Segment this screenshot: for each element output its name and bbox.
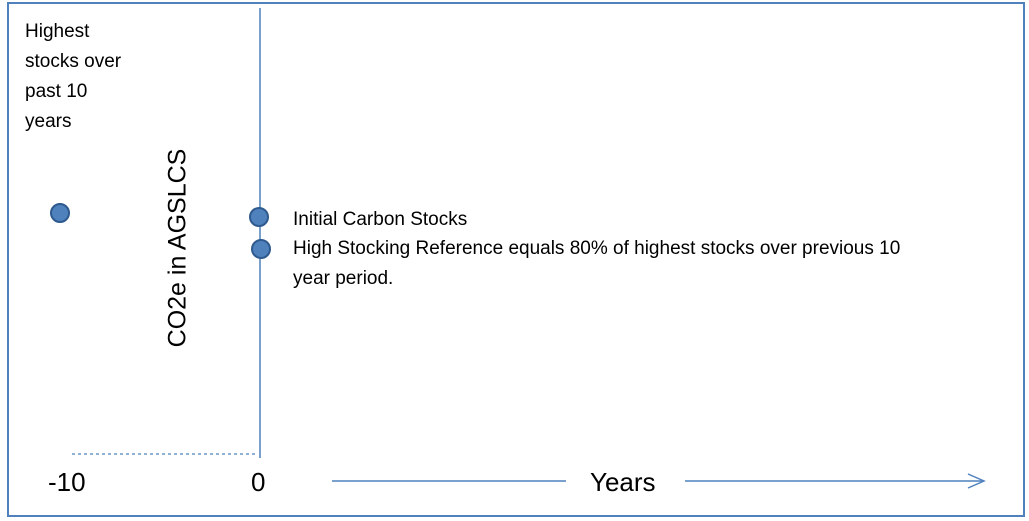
label-highest-stocks: Highest stocks over past 10 years xyxy=(25,21,122,132)
point-highest-stocks xyxy=(50,203,70,223)
point-initial-stocks xyxy=(249,207,269,227)
years-arrowhead xyxy=(967,473,986,489)
label-initial-stocks: Initial Carbon Stocks xyxy=(293,209,468,230)
label-high-ref-line1: High Stocking Reference equals 80% of hi… xyxy=(293,238,901,259)
diagram-frame xyxy=(7,2,1025,517)
point-high-stocking-reference xyxy=(251,239,271,259)
y-axis-label: CO2e in AGSLCS xyxy=(163,148,192,348)
label-high-ref-line2: year period. xyxy=(293,268,394,289)
x-tick-minus-10: -10 xyxy=(48,467,86,497)
x-tick-0: 0 xyxy=(251,467,266,497)
x-axis-label: Years xyxy=(590,467,656,497)
